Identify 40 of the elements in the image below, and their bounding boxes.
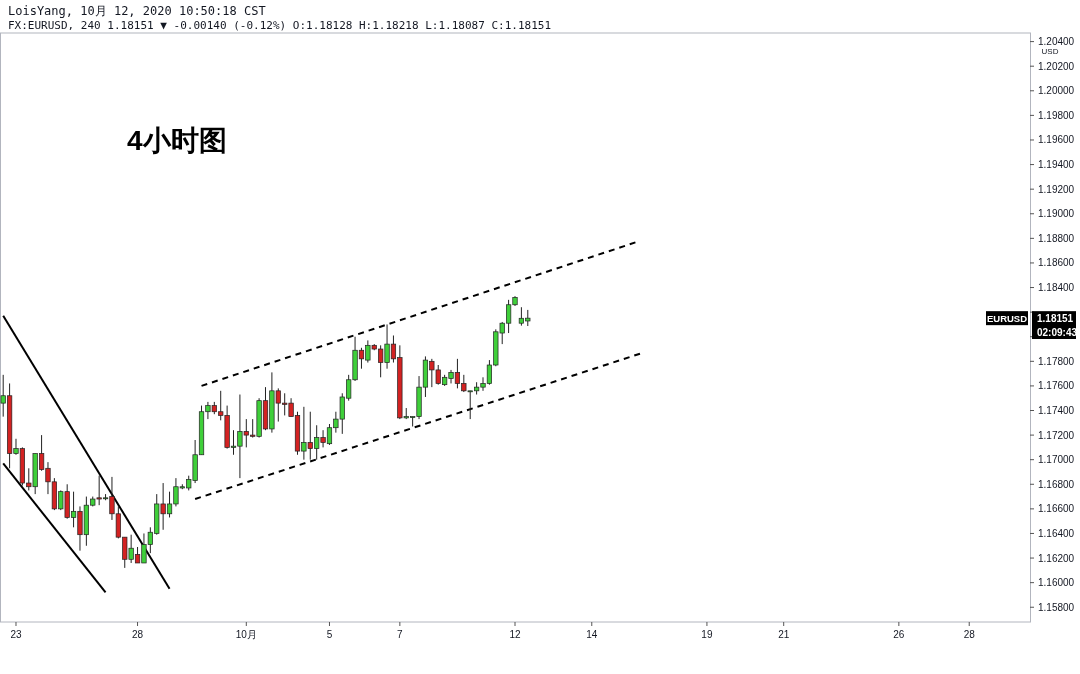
x-tick-label: 12 (509, 629, 521, 640)
y-tick-label: 1.17600 (1038, 380, 1075, 392)
x-tick-label: 5 (326, 629, 333, 640)
y-tick-label: 1.18600 (1038, 257, 1075, 269)
annotation: 1.18151 (1037, 312, 1074, 324)
x-tick-label: 7 (397, 629, 404, 640)
y-tick-label: 1.17800 (1038, 355, 1075, 367)
text: LoisYang, 10月 12, 2020 10:50:18 CST (8, 4, 266, 18)
x-tick-label: 21 (778, 629, 790, 640)
y-tick-label: 1.17200 (1038, 429, 1075, 441)
y-tick-label: 1.19800 (1038, 109, 1075, 121)
y-tick-label: 1.19000 (1038, 208, 1075, 220)
y-tick-label: 1.18800 (1038, 232, 1075, 244)
y-tick-label: 1.16200 (1038, 552, 1075, 564)
y-tick-label: 1.17000 (1038, 454, 1075, 466)
y-tick-label: 1.16400 (1038, 527, 1075, 539)
y-tick-label: 1.16800 (1038, 478, 1075, 490)
text: 4小时图 (127, 125, 227, 156)
x-tick-label: 28 (131, 629, 144, 640)
y-tick-label: 1.15800 (1038, 601, 1075, 613)
text: USD (1041, 47, 1059, 56)
y-tick-label: 1.19200 (1038, 183, 1075, 195)
y-tick-label: 1.16000 (1038, 577, 1075, 589)
annotation: EURUSD (986, 312, 1028, 324)
x-tick-label: 23 (10, 629, 22, 640)
y-tick-label: 1.18400 (1038, 282, 1075, 294)
y-tick-label: 1.16600 (1038, 503, 1075, 515)
y-tick-label: 1.20400 (1038, 36, 1075, 48)
x-tick-label: 14 (586, 629, 598, 640)
y-tick-label: 1.20200 (1038, 60, 1075, 72)
x-tick-label: 26 (893, 629, 905, 640)
y-tick-label: 1.17400 (1038, 405, 1075, 416)
y-tick-label: 1.19600 (1038, 134, 1075, 146)
text: 02:09:43 (1037, 326, 1078, 338)
y-tick-label: 1.20000 (1038, 85, 1075, 97)
text: FX:EURUSD, 240 1.18151 ▼ -0.00140 (-0.12%) O:1.18128 H:1.18218 L:1.18087 C:1.18151 (8, 19, 552, 32)
x-tick-label: 28 (963, 629, 976, 640)
x-tick-label: 19 (701, 629, 713, 640)
y-tick-label: 1.19400 (1038, 159, 1075, 171)
x-tick-label: 10月 (235, 629, 257, 640)
